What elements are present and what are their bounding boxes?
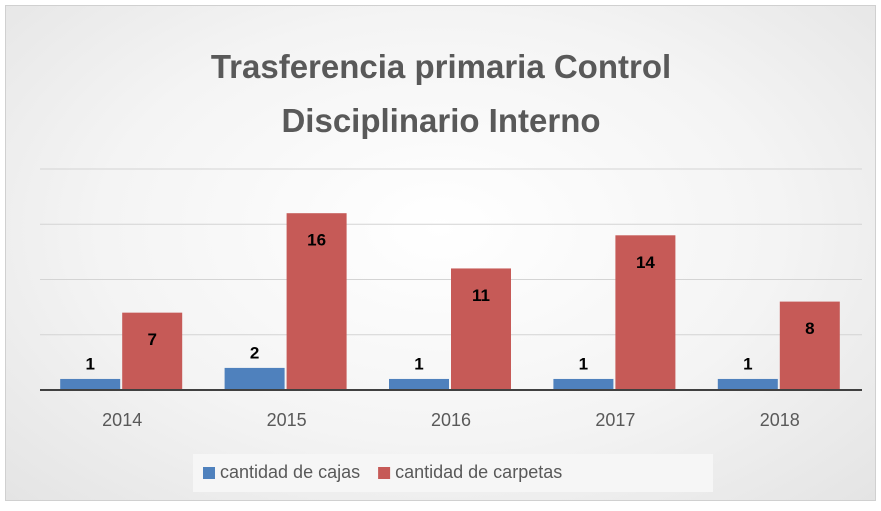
bar [779,301,840,390]
data-label: 8 [805,319,814,338]
legend-label: cantidad de cajas [220,462,360,482]
legend-label: cantidad de carpetas [395,462,562,482]
x-tick-label: 2016 [431,410,471,430]
bar [451,268,511,390]
data-label: 16 [307,231,326,250]
x-tick-label: 2018 [760,410,800,430]
data-label: 7 [147,330,156,349]
data-label: 1 [579,354,588,373]
chart: 201417201521620161112017114201818cantida… [40,168,862,492]
data-label: 1 [85,354,94,373]
bar [122,312,183,390]
x-tick-label: 2014 [102,410,142,430]
chart-title: Trasferencia primaria Control Disciplina… [210,48,672,139]
bar [717,378,778,390]
bar [553,378,614,390]
data-label: 2 [250,343,259,362]
data-label: 11 [472,286,490,305]
bar [615,235,676,390]
bar [224,367,285,390]
data-label: 1 [743,354,752,373]
x-tick-label: 2017 [595,410,635,430]
legend-swatch [203,467,215,479]
legend-swatch [378,467,391,479]
legend-box [193,454,713,492]
chart-frame: Trasferencia primaria Control Disciplina… [5,5,876,501]
bar [286,213,347,390]
x-tick-label: 2015 [267,410,307,430]
bar [60,378,121,390]
bar [389,378,449,390]
data-label: 14 [636,253,655,272]
data-label: 1 [414,354,423,373]
